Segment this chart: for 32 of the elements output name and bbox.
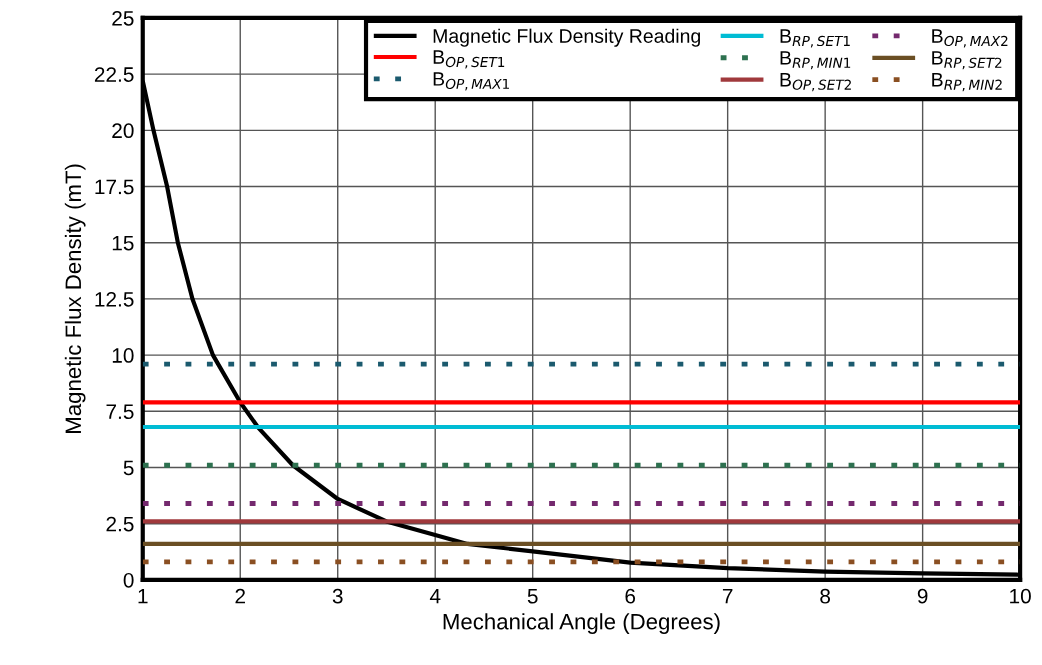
y-tick-label: 2.5	[106, 516, 134, 532]
y-tick-label: 17.5	[95, 179, 134, 195]
x-tick-label: 1	[138, 588, 148, 604]
y-tick-label: 22.5	[94, 67, 134, 82]
y-tick-label: 25	[112, 10, 134, 26]
legend-label: B$_{OP,SET1}$	[433, 50, 505, 69]
x-axis-title: Mechanical Angle (Degrees)	[443, 613, 720, 634]
legend-label: B$_{OP,MAX1}$	[433, 72, 509, 91]
legend-label: B$_{RP,MIN1}$	[780, 51, 851, 70]
legend-label: B$_{OP,MAX2}$	[932, 29, 1008, 48]
x-tick-label: 5	[527, 588, 538, 604]
y-tick-label: 12.5	[95, 291, 134, 307]
x-tick-label: 9	[917, 588, 928, 604]
legend-label: B$_{RP,SET1}$	[780, 29, 850, 48]
legend-label: B$_{OP,SET2}$	[780, 73, 851, 92]
x-tick-label: 7	[722, 588, 733, 604]
x-tick-label: 10	[1010, 588, 1031, 604]
y-tick-label: 0	[123, 572, 134, 588]
x-tick-label: 2	[235, 588, 245, 604]
x-tick-label: 6	[625, 588, 636, 604]
x-tick-label: 8	[820, 588, 831, 604]
y-tick-label: 20	[112, 123, 134, 139]
legend-label: Magnetic Flux Density Reading	[433, 28, 700, 47]
y-axis-title: Magnetic Flux Density (mT)	[64, 164, 86, 433]
y-tick-label: 7.5	[106, 404, 134, 420]
x-tick-label: 4	[429, 588, 441, 604]
x-tick-label: 3	[332, 588, 343, 604]
legend-label: B$_{RP,MIN2}$	[932, 73, 1002, 92]
y-tick-label: 15	[112, 235, 134, 251]
y-tick-label: 10	[112, 348, 134, 363]
y-tick-label: 5	[123, 460, 134, 476]
legend-label: B$_{RP,SET2}$	[932, 51, 1002, 70]
